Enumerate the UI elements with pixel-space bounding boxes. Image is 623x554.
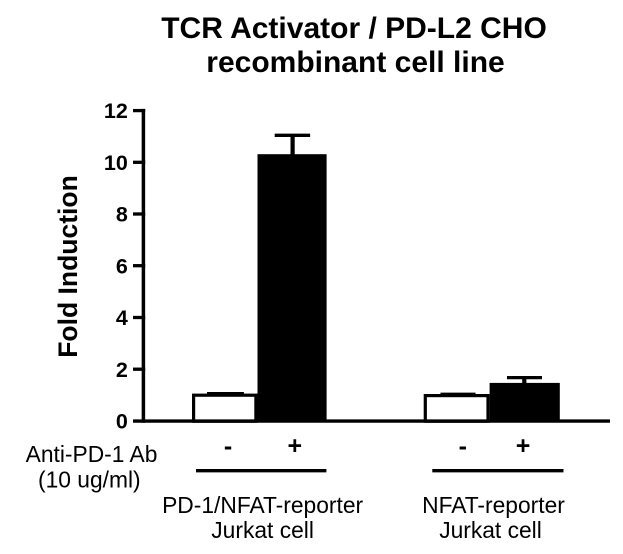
- svg-text:Jurkat cell: Jurkat cell: [211, 517, 314, 543]
- svg-text:recombinant cell line: recombinant cell line: [206, 46, 504, 79]
- svg-text:+: +: [287, 432, 302, 460]
- svg-text:Jurkat cell: Jurkat cell: [439, 517, 542, 543]
- svg-text:0: 0: [116, 410, 128, 434]
- svg-text:10: 10: [104, 151, 128, 175]
- svg-text:Fold Induction: Fold Induction: [53, 175, 83, 358]
- svg-text:2: 2: [116, 358, 128, 382]
- svg-text:8: 8: [116, 203, 128, 227]
- svg-text:-: -: [459, 433, 467, 461]
- svg-text:Anti-PD-1 Ab: Anti-PD-1 Ab: [26, 441, 158, 467]
- svg-text:12: 12: [104, 99, 128, 123]
- svg-text:PD-1/NFAT-reporter: PD-1/NFAT-reporter: [162, 492, 363, 518]
- svg-text:(10 ug/ml): (10 ug/ml): [38, 467, 141, 493]
- svg-text:-: -: [224, 433, 232, 461]
- svg-text:TCR Activator / PD-L2 CHO: TCR Activator / PD-L2 CHO: [161, 12, 547, 45]
- svg-text:NFAT-reporter: NFAT-reporter: [422, 492, 565, 518]
- svg-text:+: +: [516, 432, 531, 460]
- svg-text:4: 4: [116, 306, 128, 330]
- svg-text:6: 6: [116, 254, 128, 278]
